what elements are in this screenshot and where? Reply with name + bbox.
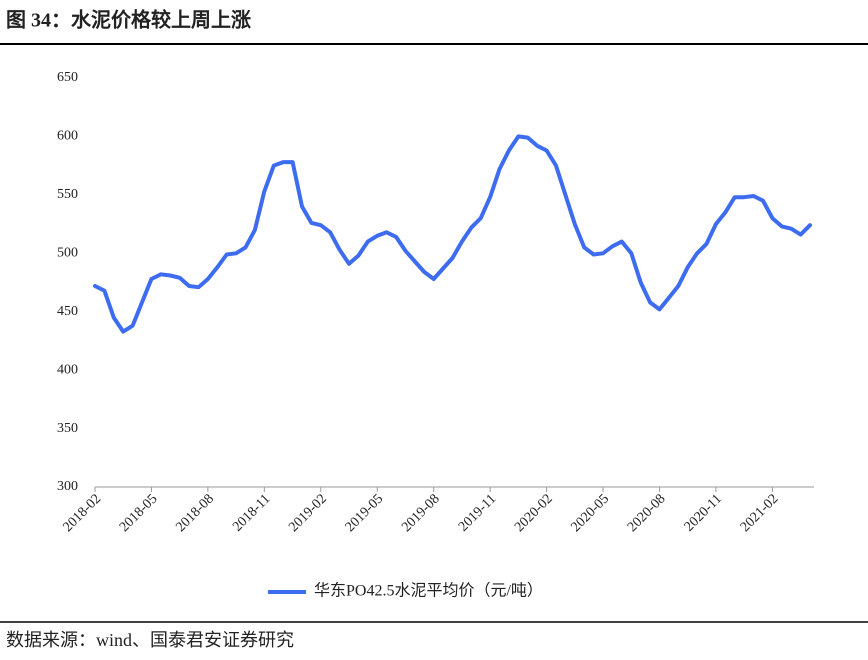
x-tick-label: 2020-02 [512, 491, 556, 535]
source: 数据来源：wind、国泰君安证券研究 [6, 630, 294, 650]
x-tick-label: 2020-05 [569, 491, 613, 535]
x-tick-label: 2020-11 [682, 491, 725, 534]
y-tick-label: 300 [57, 479, 78, 494]
legend-label: 华东PO42.5水泥平均价（元/吨） [314, 582, 543, 600]
series-line [93, 134, 812, 334]
chart-title: 图 34：水泥价格较上周上涨 [6, 8, 251, 32]
x-tick-label: 2018-02 [60, 491, 104, 535]
x-tick-label: 2019-05 [343, 491, 387, 535]
y-tick-label: 650 [57, 70, 78, 85]
y-tick-label: 600 [57, 129, 78, 144]
x-tick-label: 2019-08 [399, 491, 443, 535]
x-tick-label: 2021-02 [738, 491, 782, 535]
x-tick-label: 2018-11 [230, 491, 273, 534]
x-tick-label: 2019-02 [286, 491, 330, 535]
y-tick-label: 500 [57, 246, 78, 261]
x-tick-label: 2020-08 [625, 491, 669, 535]
y-tick-label: 350 [57, 421, 78, 436]
y-tick-label: 550 [57, 187, 78, 202]
y-tick-label: 400 [57, 362, 78, 377]
x-tick-label: 2019-11 [456, 491, 499, 534]
x-tick-label: 2018-08 [173, 491, 217, 535]
y-tick-label: 450 [57, 304, 78, 319]
x-tick-label: 2018-05 [117, 491, 161, 535]
